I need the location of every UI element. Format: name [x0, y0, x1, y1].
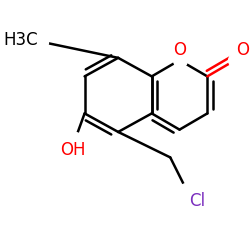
Text: O: O: [236, 41, 249, 59]
Text: H3C: H3C: [4, 32, 38, 50]
Text: Cl: Cl: [189, 192, 205, 210]
Text: O: O: [173, 41, 186, 59]
Text: OH: OH: [60, 141, 86, 159]
